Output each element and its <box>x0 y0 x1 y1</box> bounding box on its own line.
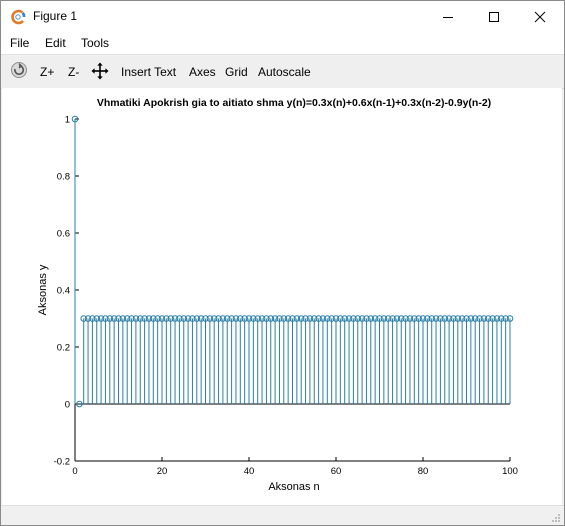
zoom-in-button[interactable]: Z+ <box>40 65 54 79</box>
minimize-button[interactable] <box>425 1 471 32</box>
close-icon <box>534 11 546 23</box>
y-axis-label: Aksonas y <box>37 264 49 315</box>
x-tick-label: 100 <box>502 466 518 477</box>
y-tick-label: 0.2 <box>57 343 70 354</box>
x-tick-label: 20 <box>157 466 168 477</box>
stem-chart: Vhmatiki Apokrish gia to aitiato shma y(… <box>2 88 562 505</box>
pan-icon[interactable] <box>91 62 109 80</box>
x-axis-label: Aksonas n <box>268 481 319 493</box>
x-tick-label: 60 <box>331 466 342 477</box>
octave-logo-icon <box>10 9 26 25</box>
y-tick-label: 0.6 <box>57 229 70 240</box>
close-button[interactable] <box>517 1 563 32</box>
minimize-icon <box>442 11 454 23</box>
resize-grip-icon[interactable] <box>551 513 561 523</box>
rotate-icon[interactable] <box>10 61 28 79</box>
menu-tools[interactable]: Tools <box>81 36 109 50</box>
autoscale-button[interactable]: Autoscale <box>258 65 311 79</box>
maximize-button[interactable] <box>471 1 517 32</box>
axes-button[interactable]: Axes <box>189 65 216 79</box>
y-tick-label: 1 <box>65 115 70 126</box>
menu-edit[interactable]: Edit <box>45 36 66 50</box>
x-tick-label: 80 <box>418 466 429 477</box>
y-tick-label: -0.2 <box>54 457 70 468</box>
menu-bar: File Edit Tools <box>1 32 564 54</box>
grid-button[interactable]: Grid <box>225 65 248 79</box>
zoom-out-button[interactable]: Z- <box>68 65 79 79</box>
y-tick-label: 0.4 <box>57 286 70 297</box>
figure-toolbar: Z+ Z- Insert Text Axes Grid Autoscale <box>1 54 564 89</box>
window-title: Figure 1 <box>33 9 77 23</box>
y-tick-label: 0.8 <box>57 172 70 183</box>
x-tick-label: 0 <box>72 466 77 477</box>
menu-file[interactable]: File <box>10 36 29 50</box>
y-tick-label: 0 <box>65 400 70 411</box>
status-bar <box>1 505 564 526</box>
chart-title: Vhmatiki Apokrish gia to aitiato shma y(… <box>97 97 491 109</box>
maximize-icon <box>488 11 500 23</box>
plot-canvas[interactable]: Vhmatiki Apokrish gia to aitiato shma y(… <box>2 88 562 505</box>
x-tick-label: 40 <box>244 466 255 477</box>
title-bar[interactable]: Figure 1 <box>1 1 564 32</box>
insert-text-button[interactable]: Insert Text <box>121 65 176 79</box>
